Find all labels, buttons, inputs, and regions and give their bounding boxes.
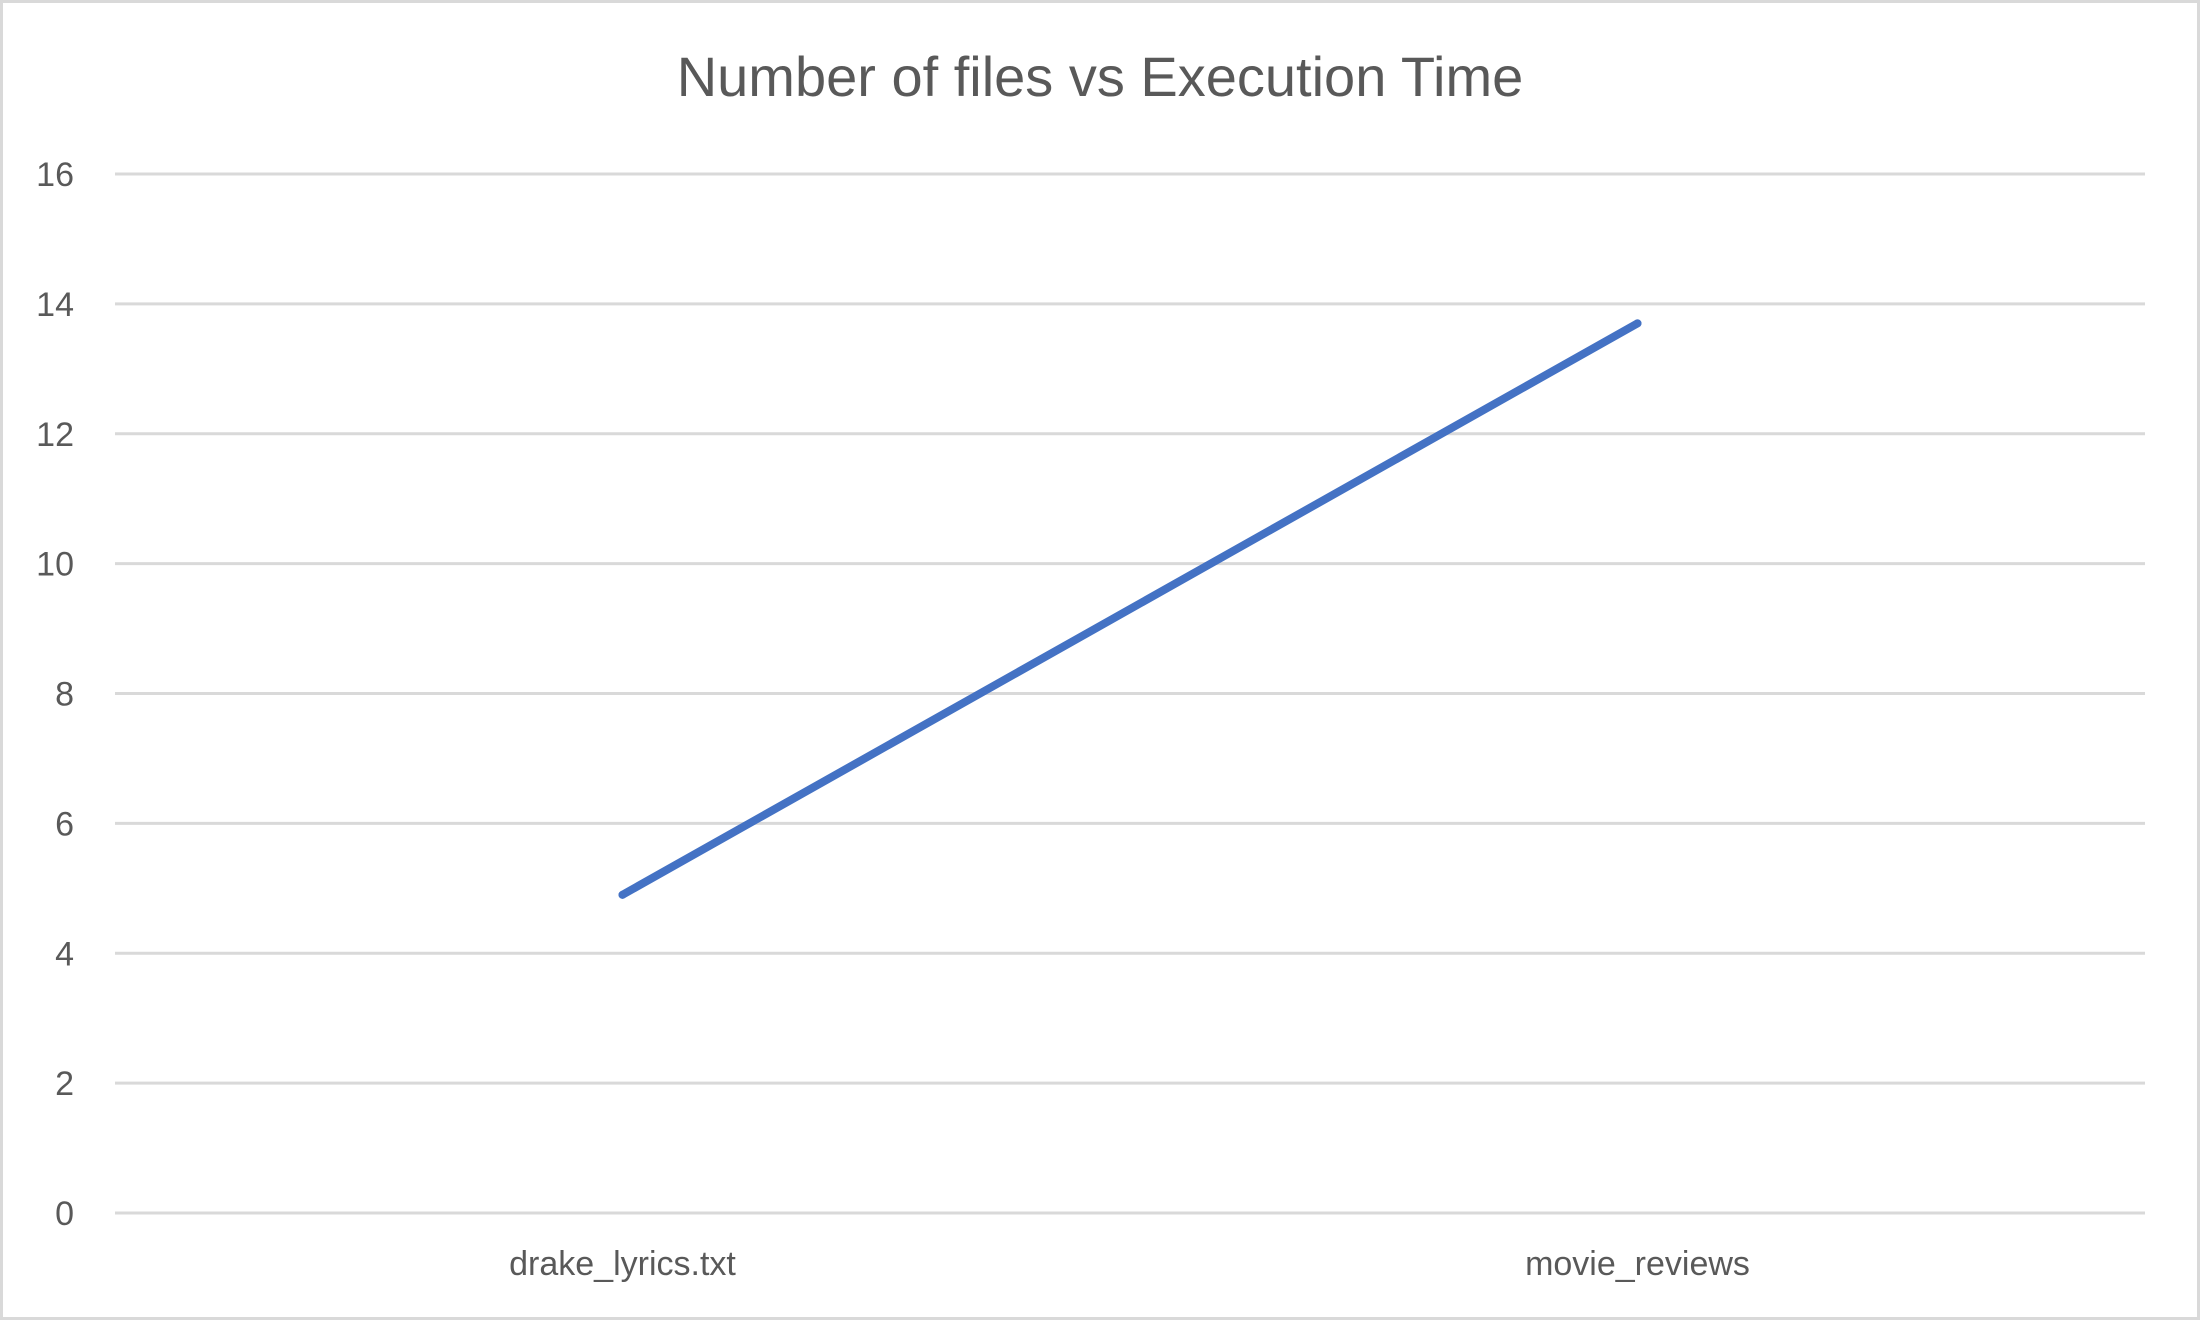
x-tick-label: movie_reviews xyxy=(1525,1245,1750,1283)
gridlines xyxy=(115,172,2145,1215)
y-tick-label: 8 xyxy=(55,676,74,714)
series-line xyxy=(618,319,1642,899)
x-tick-label: drake_lyrics.txt xyxy=(509,1245,736,1283)
y-tick-label: 2 xyxy=(55,1065,74,1103)
y-tick-label: 6 xyxy=(55,805,74,843)
y-tick-label: 14 xyxy=(36,286,74,324)
series-lines xyxy=(618,319,1642,899)
x-axis-tick-labels: drake_lyrics.txt movie_reviews xyxy=(509,1245,1750,1283)
y-tick-label: 4 xyxy=(55,935,74,973)
y-axis-tick-labels: 0 2 4 6 8 10 12 14 16 xyxy=(36,156,74,1233)
data-point xyxy=(1633,319,1642,328)
data-point xyxy=(618,890,627,899)
y-tick-label: 12 xyxy=(36,416,74,454)
y-tick-label: 0 xyxy=(55,1195,74,1233)
y-tick-label: 10 xyxy=(36,546,74,584)
chart-title: Number of files vs Execution Time xyxy=(677,45,1524,108)
y-tick-label: 16 xyxy=(36,156,74,194)
